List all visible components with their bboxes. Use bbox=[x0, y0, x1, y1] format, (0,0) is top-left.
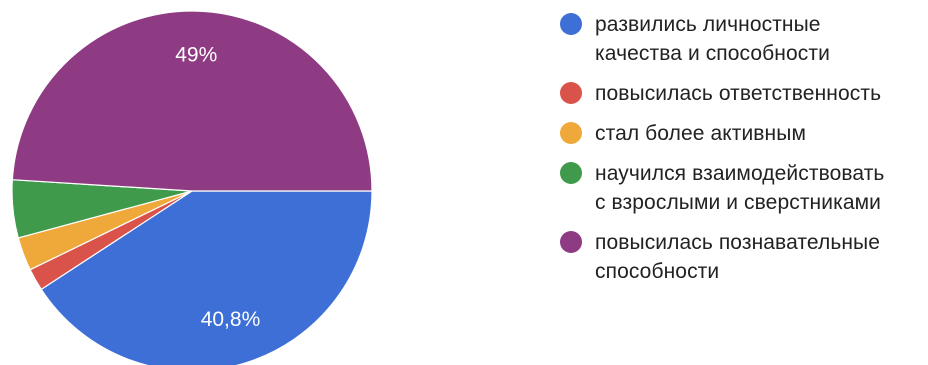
legend-label-line: повысилась ответственность bbox=[595, 82, 882, 105]
legend-label-line: научился взаимодействовать bbox=[595, 162, 885, 185]
legend-item: повысилась познавательные способности bbox=[560, 228, 925, 286]
legend-swatch-icon bbox=[560, 162, 582, 184]
legend-label-line: способности bbox=[595, 260, 720, 283]
legend-label: повысилась познавательные способности bbox=[595, 228, 880, 286]
legend-swatch-icon bbox=[560, 231, 582, 253]
legend: развились личностные качества и способно… bbox=[560, 10, 925, 297]
legend-item: развились личностные качества и способно… bbox=[560, 10, 925, 68]
legend-item: научился взаимодействовать с взрослыми и… bbox=[560, 159, 925, 217]
legend-label: развились личностные качества и способно… bbox=[595, 10, 830, 68]
slice-cognitive bbox=[11, 10, 373, 192]
legend-label-line: стал более активным bbox=[595, 122, 806, 145]
legend-label-line: с взрослыми и сверстниками bbox=[595, 191, 881, 214]
legend-label: повысилась ответственность bbox=[595, 79, 881, 108]
pie-plot-area: 40,8% 49% bbox=[11, 10, 373, 365]
legend-swatch-icon bbox=[560, 82, 582, 104]
slice-data-label: 49% bbox=[175, 44, 217, 67]
legend-swatch-icon bbox=[560, 122, 582, 144]
legend-label-line: качества и способности bbox=[595, 42, 830, 65]
legend-item: повысилась ответственность bbox=[560, 79, 925, 108]
legend-item: стал более активным bbox=[560, 119, 925, 148]
legend-label-line: повысилась познавательные bbox=[595, 231, 881, 254]
legend-swatch-icon bbox=[560, 13, 582, 35]
legend-label: научился взаимодействовать с взрослыми и… bbox=[595, 159, 884, 217]
legend-label: стал более активным bbox=[595, 119, 806, 148]
slice-data-label: 40,8% bbox=[201, 308, 261, 331]
legend-label-line: развились личностные bbox=[595, 13, 821, 36]
slice-personal-qualities bbox=[40, 190, 373, 365]
